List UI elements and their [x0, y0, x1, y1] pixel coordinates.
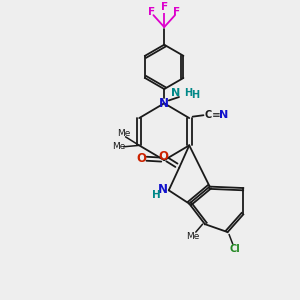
Text: N: N [171, 88, 180, 98]
Text: F: F [148, 7, 156, 17]
Text: F: F [173, 7, 180, 17]
Text: N: N [159, 97, 169, 110]
Text: N: N [219, 110, 228, 120]
Text: H: H [191, 90, 199, 100]
Text: O: O [158, 150, 168, 163]
Text: Cl: Cl [230, 244, 240, 254]
Text: H: H [184, 88, 192, 98]
Text: H: H [152, 190, 161, 200]
Text: F: F [161, 2, 168, 12]
Text: C: C [205, 110, 212, 120]
Text: N: N [158, 183, 167, 196]
Text: Me: Me [112, 142, 125, 151]
Text: O: O [136, 152, 146, 165]
Text: Me: Me [186, 232, 200, 241]
Text: Me: Me [117, 129, 130, 138]
Text: ≡: ≡ [212, 110, 220, 120]
